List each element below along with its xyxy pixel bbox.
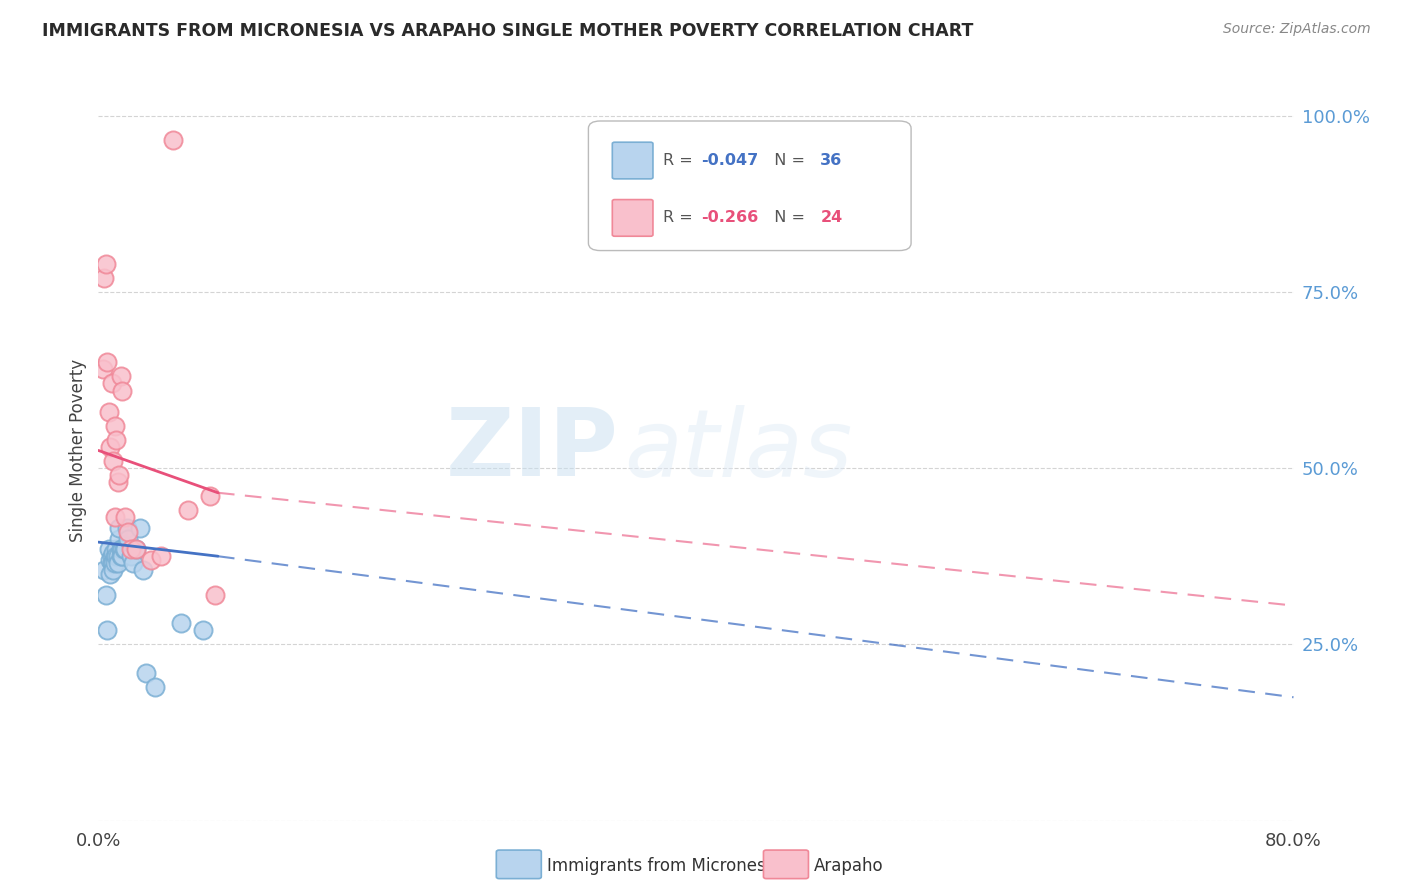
Point bbox=[111, 549, 134, 564]
Point bbox=[111, 384, 134, 398]
Point bbox=[162, 133, 184, 147]
Point bbox=[110, 369, 132, 384]
Text: -0.266: -0.266 bbox=[700, 211, 758, 226]
Point bbox=[117, 532, 139, 546]
Point bbox=[98, 553, 122, 567]
Point bbox=[110, 549, 132, 564]
FancyBboxPatch shape bbox=[589, 121, 911, 251]
FancyBboxPatch shape bbox=[613, 142, 652, 179]
Point bbox=[107, 475, 129, 490]
Point bbox=[101, 556, 124, 570]
Point bbox=[94, 588, 117, 602]
Text: ZIP: ZIP bbox=[446, 404, 619, 497]
Point bbox=[105, 549, 128, 564]
Point bbox=[93, 270, 115, 285]
Point bbox=[108, 521, 131, 535]
Point bbox=[108, 532, 131, 546]
Text: atlas: atlas bbox=[624, 405, 852, 496]
Point bbox=[97, 542, 120, 557]
Point bbox=[91, 362, 114, 376]
Point bbox=[177, 503, 200, 517]
Point bbox=[121, 556, 143, 570]
Point bbox=[108, 468, 131, 483]
Point bbox=[143, 680, 166, 694]
Point bbox=[103, 563, 125, 577]
Point bbox=[125, 542, 148, 557]
Point bbox=[117, 524, 139, 539]
Point bbox=[97, 405, 120, 419]
Point bbox=[112, 542, 135, 557]
Point bbox=[103, 546, 125, 560]
Point bbox=[93, 563, 115, 577]
Point bbox=[204, 588, 226, 602]
Point bbox=[200, 489, 222, 503]
Point bbox=[111, 542, 134, 557]
Text: Immigrants from Micronesia: Immigrants from Micronesia bbox=[547, 857, 780, 875]
FancyBboxPatch shape bbox=[613, 200, 652, 236]
Point bbox=[150, 549, 173, 564]
Point bbox=[104, 510, 127, 524]
Point bbox=[139, 553, 162, 567]
Text: N =: N = bbox=[763, 211, 810, 226]
Point bbox=[107, 556, 129, 570]
Point bbox=[135, 665, 157, 680]
Point bbox=[132, 563, 155, 577]
Point bbox=[101, 376, 124, 391]
Text: 36: 36 bbox=[820, 153, 842, 168]
Point bbox=[120, 542, 142, 557]
Point bbox=[94, 257, 117, 271]
Point bbox=[169, 616, 191, 631]
Point bbox=[114, 542, 136, 557]
Point bbox=[129, 521, 152, 535]
Text: -0.047: -0.047 bbox=[700, 153, 758, 168]
Point bbox=[103, 454, 125, 468]
Text: Source: ZipAtlas.com: Source: ZipAtlas.com bbox=[1223, 22, 1371, 37]
Point bbox=[96, 355, 118, 369]
Text: 24: 24 bbox=[820, 211, 842, 226]
Point bbox=[104, 556, 127, 570]
Point bbox=[96, 624, 118, 638]
Text: R =: R = bbox=[662, 211, 697, 226]
Point bbox=[104, 549, 127, 564]
Point bbox=[101, 549, 124, 564]
Text: N =: N = bbox=[763, 153, 810, 168]
Point bbox=[114, 510, 136, 524]
Text: R =: R = bbox=[662, 153, 697, 168]
Point bbox=[125, 542, 148, 557]
Point bbox=[120, 549, 142, 564]
Point bbox=[103, 556, 125, 570]
Point bbox=[105, 542, 128, 557]
Point bbox=[191, 624, 214, 638]
Point bbox=[104, 418, 127, 433]
Text: Arapaho: Arapaho bbox=[814, 857, 884, 875]
Point bbox=[115, 521, 138, 535]
Y-axis label: Single Mother Poverty: Single Mother Poverty bbox=[69, 359, 87, 542]
Point bbox=[105, 433, 128, 447]
Point bbox=[107, 549, 129, 564]
Point bbox=[98, 566, 122, 581]
Text: IMMIGRANTS FROM MICRONESIA VS ARAPAHO SINGLE MOTHER POVERTY CORRELATION CHART: IMMIGRANTS FROM MICRONESIA VS ARAPAHO SI… bbox=[42, 22, 973, 40]
Point bbox=[98, 440, 122, 454]
Point bbox=[110, 542, 132, 557]
